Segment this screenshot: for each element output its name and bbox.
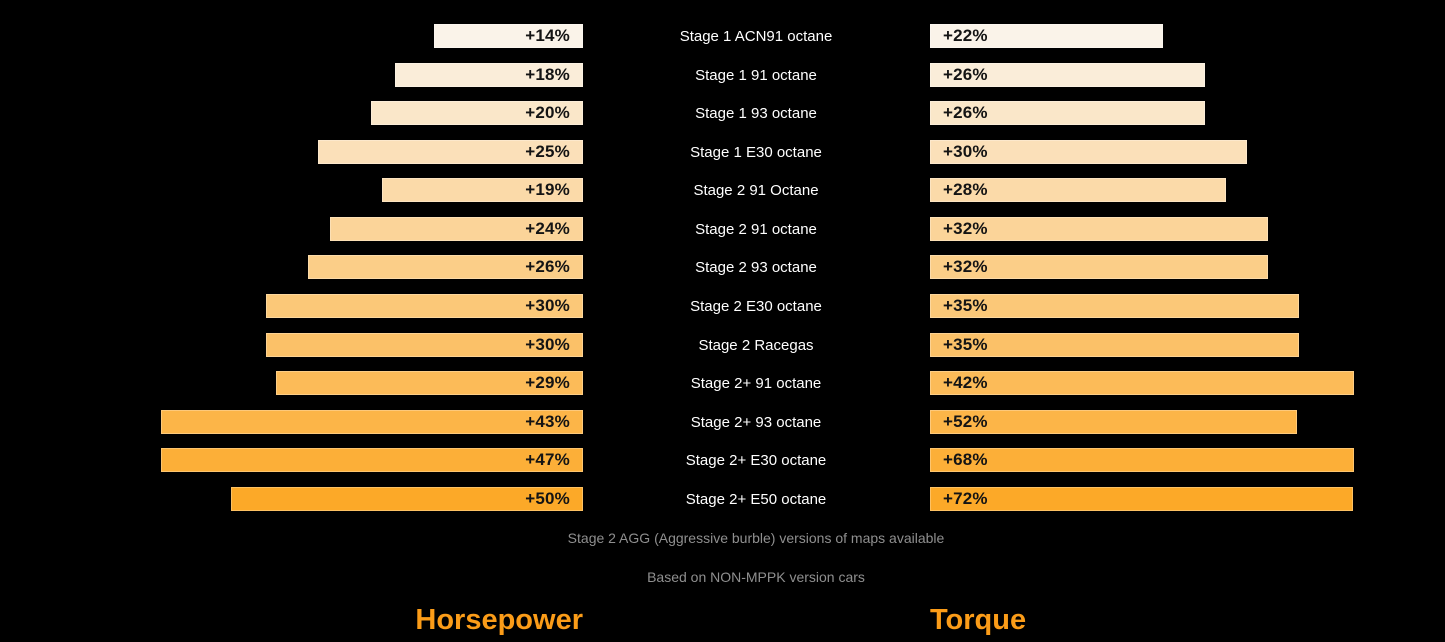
row-category-label: Stage 2 91 Octane bbox=[693, 181, 819, 199]
horsepower-bar: +30% bbox=[266, 294, 583, 318]
torque-value-label: +42% bbox=[943, 373, 988, 392]
horsepower-bar: +20% bbox=[371, 101, 583, 125]
torque-value-label: +35% bbox=[943, 296, 988, 315]
torque-value-label: +28% bbox=[943, 180, 988, 199]
torque-value-label: +68% bbox=[943, 450, 988, 469]
torque-value-label: +32% bbox=[943, 219, 988, 238]
horsepower-bar: +18% bbox=[395, 63, 583, 87]
chart-row: +19% Stage 2 91 Octane +28% bbox=[0, 178, 1445, 202]
chart-row: +20% Stage 1 93 octane +26% bbox=[0, 101, 1445, 125]
torque-bar: +32% bbox=[930, 255, 1268, 279]
horsepower-value-label: +29% bbox=[525, 373, 570, 392]
chart-row: +25% Stage 1 E30 octane +30% bbox=[0, 140, 1445, 164]
torque-bar: +22% bbox=[930, 24, 1163, 48]
torque-value-label: +30% bbox=[943, 142, 988, 161]
row-category-label: Stage 2 E30 octane bbox=[690, 297, 822, 315]
chart-row: +18% Stage 1 91 octane +26% bbox=[0, 63, 1445, 87]
torque-bar: +35% bbox=[930, 294, 1299, 318]
row-category-label: Stage 1 ACN91 octane bbox=[679, 27, 833, 45]
horsepower-value-label: +19% bbox=[525, 180, 570, 199]
torque-bar: +68% bbox=[930, 448, 1354, 472]
row-category-label: Stage 1 93 octane bbox=[695, 104, 817, 122]
horsepower-value-label: +25% bbox=[525, 142, 570, 161]
horsepower-bar: +47% bbox=[161, 448, 583, 472]
torque-value-label: +22% bbox=[943, 26, 988, 45]
torque-value-label: +26% bbox=[943, 103, 988, 122]
torque-bar: +28% bbox=[930, 178, 1226, 202]
torque-bar: +42% bbox=[930, 371, 1354, 395]
torque-value-label: +26% bbox=[943, 65, 988, 84]
horsepower-bar: +24% bbox=[330, 217, 583, 241]
torque-value-label: +72% bbox=[943, 489, 988, 508]
torque-axis-title: Torque bbox=[930, 604, 1027, 636]
torque-value-label: +35% bbox=[943, 335, 988, 354]
chart-row: +47% Stage 2+ E30 octane +68% bbox=[0, 448, 1445, 472]
chart-row: +26% Stage 2 93 octane +32% bbox=[0, 255, 1445, 279]
note-non-mppk: Based on NON-MPPK version cars bbox=[647, 569, 865, 585]
chart-row: +24% Stage 2 91 octane +32% bbox=[0, 217, 1445, 241]
horsepower-value-label: +18% bbox=[525, 65, 570, 84]
horsepower-bar: +19% bbox=[382, 178, 583, 202]
row-category-label: Stage 2+ 93 octane bbox=[690, 413, 822, 431]
row-category-label: Stage 2+ E50 octane bbox=[685, 490, 827, 508]
row-category-label: Stage 2+ E30 octane bbox=[685, 451, 827, 469]
horsepower-value-label: +50% bbox=[525, 489, 570, 508]
horsepower-bar: +14% bbox=[434, 24, 583, 48]
row-category-label: Stage 2 Racegas bbox=[698, 336, 814, 354]
torque-value-label: +32% bbox=[943, 257, 988, 276]
row-category-label: Stage 2 93 octane bbox=[695, 258, 817, 276]
horsepower-bar: +26% bbox=[308, 255, 583, 279]
row-category-label: Stage 1 91 octane bbox=[695, 66, 817, 84]
chart-row: +43% Stage 2+ 93 octane +52% bbox=[0, 410, 1445, 434]
row-category-label: Stage 2 91 octane bbox=[695, 220, 817, 238]
torque-bar: +26% bbox=[930, 101, 1205, 125]
horsepower-value-label: +20% bbox=[525, 103, 570, 122]
chart-row: +29% Stage 2+ 91 octane +42% bbox=[0, 371, 1445, 395]
chart-row: +14% Stage 1 ACN91 octane +22% bbox=[0, 24, 1445, 48]
torque-value-label: +52% bbox=[943, 412, 988, 431]
torque-bar: +35% bbox=[930, 333, 1299, 357]
torque-bar: +26% bbox=[930, 63, 1205, 87]
horsepower-bar: +25% bbox=[318, 140, 583, 164]
chart-row: +50% Stage 2+ E50 octane +72% bbox=[0, 487, 1445, 511]
horsepower-bar: +29% bbox=[276, 371, 583, 395]
torque-bar: +52% bbox=[930, 410, 1297, 434]
row-category-label: Stage 2+ 91 octane bbox=[690, 374, 822, 392]
chart-row: +30% Stage 2 Racegas +35% bbox=[0, 333, 1445, 357]
horsepower-bar: +50% bbox=[231, 487, 583, 511]
horsepower-value-label: +30% bbox=[525, 335, 570, 354]
horsepower-value-label: +47% bbox=[525, 450, 570, 469]
horsepower-axis-title: Horsepower bbox=[415, 604, 583, 636]
torque-bar: +32% bbox=[930, 217, 1268, 241]
horsepower-value-label: +30% bbox=[525, 296, 570, 315]
horsepower-value-label: +43% bbox=[525, 412, 570, 431]
horsepower-bar: +30% bbox=[266, 333, 583, 357]
row-category-label: Stage 1 E30 octane bbox=[690, 143, 822, 161]
horsepower-value-label: +14% bbox=[525, 26, 570, 45]
torque-bar: +30% bbox=[930, 140, 1247, 164]
note-agg-maps: Stage 2 AGG (Aggressive burble) versions… bbox=[567, 530, 945, 546]
chart-row: +30% Stage 2 E30 octane +35% bbox=[0, 294, 1445, 318]
horsepower-bar: +43% bbox=[161, 410, 583, 434]
horsepower-value-label: +24% bbox=[525, 219, 570, 238]
torque-bar: +72% bbox=[930, 487, 1353, 511]
horsepower-value-label: +26% bbox=[525, 257, 570, 276]
